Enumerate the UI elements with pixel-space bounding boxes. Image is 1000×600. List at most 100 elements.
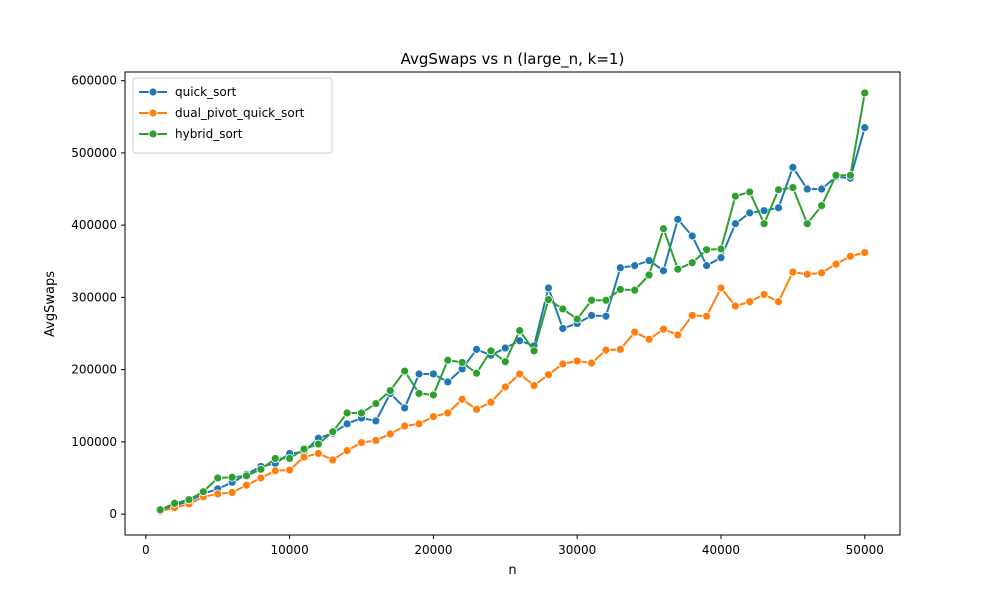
x-axis: 0 10000 20000 30000 40000 50000 (142, 535, 884, 557)
series-layer (155, 88, 870, 516)
y-tick-label: 400000 (71, 218, 117, 232)
data-point (242, 471, 251, 481)
y-tick-label: 600000 (71, 74, 117, 88)
data-point (529, 381, 539, 390)
x-tick-label: 20000 (414, 543, 452, 557)
data-point (673, 264, 683, 274)
data-point (802, 219, 812, 229)
data-point (544, 283, 553, 293)
data-point (716, 244, 726, 254)
data-point (774, 297, 783, 307)
data-point (429, 390, 438, 400)
data-point (328, 455, 338, 465)
data-point (845, 170, 855, 180)
data-point (227, 488, 237, 497)
data-point (198, 487, 208, 497)
series-line (159, 127, 866, 512)
data-point (443, 377, 453, 387)
data-point (817, 184, 827, 194)
series-line (159, 92, 866, 511)
data-point (659, 224, 668, 234)
y-tick-label: 0 (109, 507, 117, 521)
data-point (170, 498, 180, 508)
y-axis: 0 100000 200000 300000 400000 500000 600000 (71, 74, 125, 521)
data-point (544, 295, 553, 304)
data-point (730, 191, 740, 201)
data-point (659, 266, 668, 276)
data-point (299, 452, 309, 462)
data-point (472, 345, 481, 354)
data-point (687, 311, 697, 320)
data-point (630, 285, 640, 295)
chart-title: AvgSwaps vs n (large_n, k=1) (401, 50, 625, 69)
legend-marker (148, 108, 158, 118)
data-point (544, 370, 553, 380)
data-point (644, 334, 654, 344)
data-point (342, 446, 352, 455)
data-point (716, 253, 726, 263)
data-point (730, 219, 740, 229)
legend-label: dual_pivot_quick_sort (175, 106, 305, 120)
data-point (342, 419, 352, 429)
data-point (558, 304, 568, 314)
data-point (587, 358, 596, 368)
plot-area (124, 71, 901, 536)
data-point (400, 403, 410, 413)
data-point (242, 480, 251, 490)
data-point (414, 369, 424, 379)
data-point (213, 473, 223, 483)
data-point (400, 366, 410, 376)
data-point (817, 201, 827, 211)
data-point (270, 466, 280, 476)
data-point (860, 248, 870, 258)
data-point (802, 184, 812, 194)
data-point (788, 183, 798, 192)
data-point (472, 368, 481, 378)
x-tick-label: 50000 (846, 543, 884, 557)
series-line (159, 251, 866, 513)
data-point (788, 162, 798, 172)
x-tick-label: 0 (142, 543, 150, 557)
data-point (213, 489, 223, 499)
y-tick-label: 300000 (71, 290, 117, 304)
data-point (716, 283, 726, 293)
series-hybrid_sort (155, 88, 870, 515)
data-point (414, 389, 424, 398)
series-quick_sort (155, 123, 870, 515)
data-point (702, 245, 712, 255)
data-point (572, 356, 582, 366)
data-point (860, 123, 870, 133)
data-point (860, 88, 870, 98)
data-point (472, 404, 481, 414)
data-point (313, 439, 323, 449)
data-point (342, 408, 352, 418)
data-point (730, 301, 740, 311)
x-axis-label: n (508, 563, 516, 578)
legend-box (132, 77, 333, 154)
data-point (673, 214, 683, 224)
data-point (687, 231, 697, 241)
data-point (414, 419, 424, 429)
data-point (500, 357, 510, 367)
data-point (256, 473, 266, 483)
data-point (429, 412, 438, 421)
data-point (644, 270, 654, 280)
legend-label: hybrid_sort (175, 127, 243, 141)
data-point (486, 397, 496, 407)
data-point (285, 454, 295, 463)
legend-marker (148, 129, 158, 139)
data-point (155, 505, 165, 515)
plot-frame (124, 71, 901, 536)
data-point (357, 438, 366, 448)
data-point (371, 436, 381, 445)
data-point (486, 346, 496, 356)
legend-item: dual_pivot_quick_sort (139, 106, 305, 120)
data-point (285, 465, 295, 475)
data-point (572, 314, 582, 324)
data-point (630, 261, 640, 271)
legend-item: hybrid_sort (139, 127, 243, 141)
data-point (759, 219, 769, 229)
data-point (558, 359, 568, 369)
data-point (673, 330, 683, 340)
data-point (702, 311, 712, 321)
